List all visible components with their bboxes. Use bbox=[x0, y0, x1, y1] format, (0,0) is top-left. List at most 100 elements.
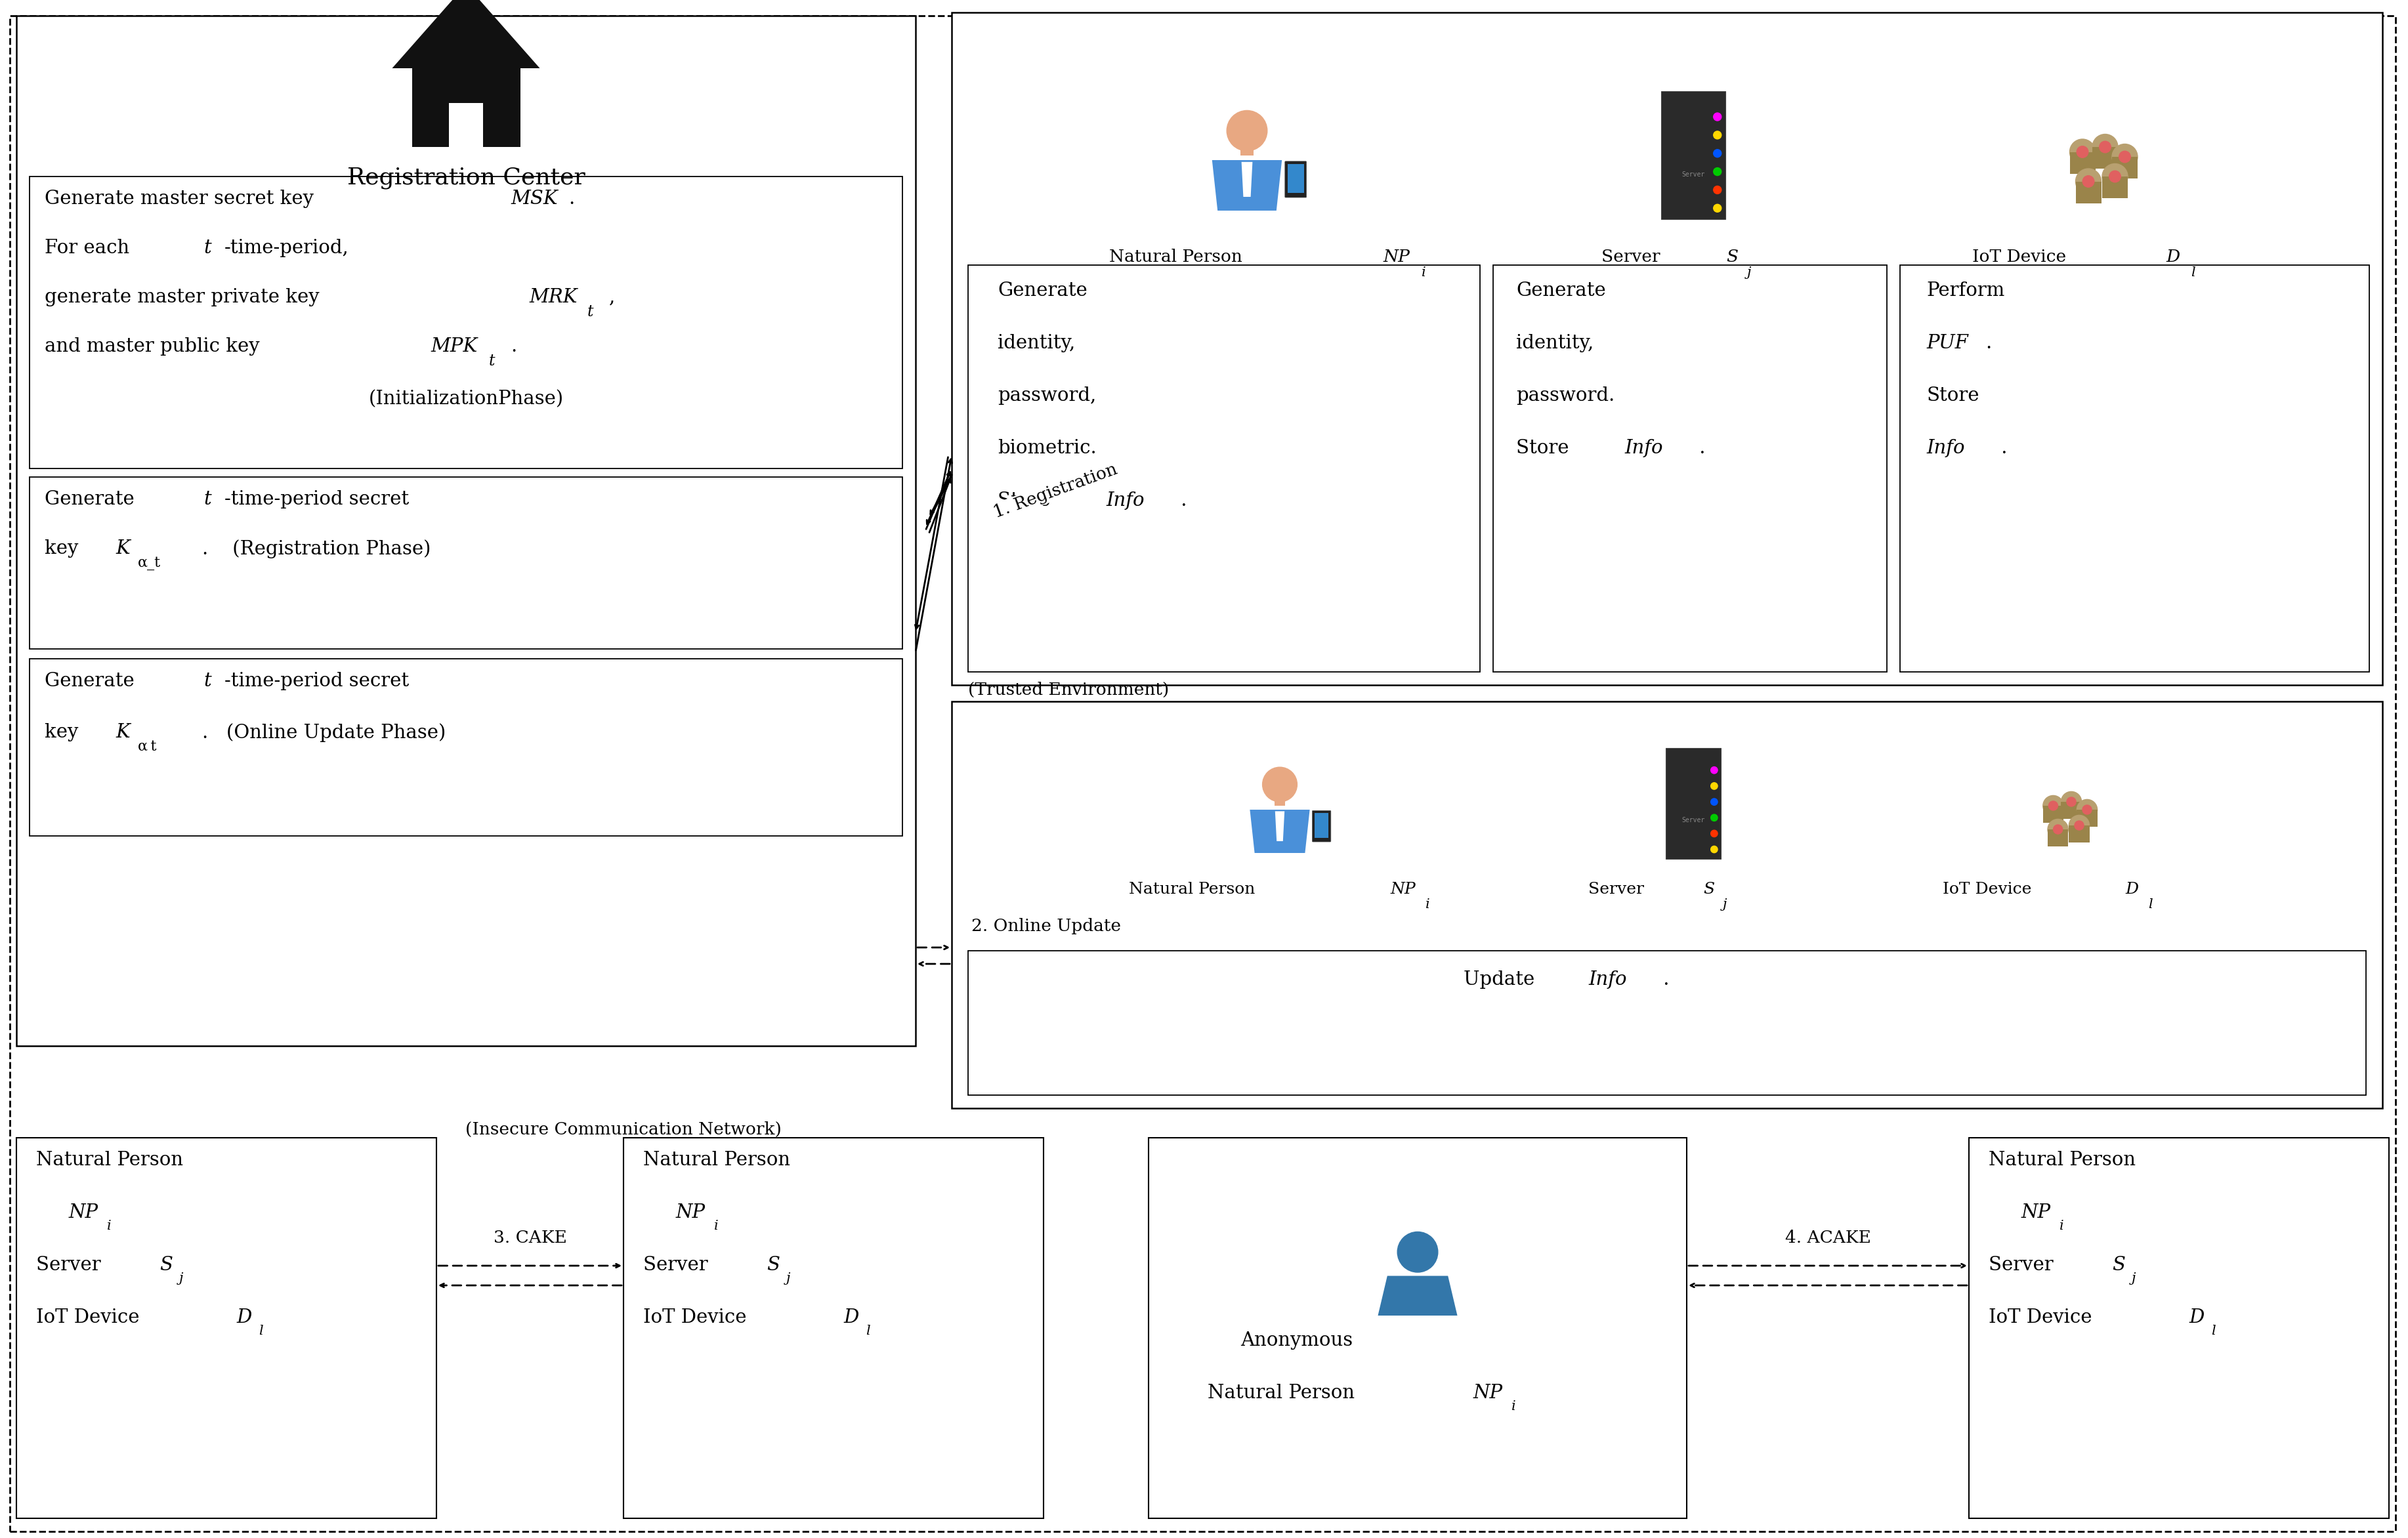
Text: -time-period secret: -time-period secret bbox=[224, 491, 409, 509]
Text: IoT Device: IoT Device bbox=[1989, 1309, 2097, 1327]
Text: D: D bbox=[2189, 1309, 2203, 1327]
Text: Natural Person: Natural Person bbox=[1110, 249, 1247, 265]
Circle shape bbox=[2061, 792, 2081, 812]
Circle shape bbox=[2112, 145, 2138, 169]
FancyBboxPatch shape bbox=[951, 12, 2382, 684]
Circle shape bbox=[1714, 205, 1722, 212]
FancyBboxPatch shape bbox=[2093, 148, 2119, 169]
Text: Server: Server bbox=[1681, 171, 1705, 178]
Text: PUF: PUF bbox=[1926, 334, 1967, 352]
Text: Natural Person: Natural Person bbox=[1129, 881, 1259, 897]
Circle shape bbox=[2076, 146, 2088, 158]
FancyBboxPatch shape bbox=[1288, 163, 1305, 194]
Text: i: i bbox=[2059, 1220, 2064, 1232]
Text: Server: Server bbox=[1601, 249, 1666, 265]
Circle shape bbox=[2068, 138, 2095, 165]
FancyBboxPatch shape bbox=[1240, 132, 1255, 155]
Text: Update: Update bbox=[1464, 970, 1541, 989]
Text: D: D bbox=[2126, 881, 2138, 897]
Text: Natural Person: Natural Person bbox=[36, 1150, 183, 1169]
Text: identity,: identity, bbox=[1517, 334, 1594, 352]
Text: Server: Server bbox=[1589, 881, 1649, 897]
Text: t: t bbox=[202, 238, 212, 257]
Text: t: t bbox=[489, 354, 496, 369]
Text: .: . bbox=[1693, 438, 1705, 457]
Text: For each: For each bbox=[46, 238, 135, 257]
FancyBboxPatch shape bbox=[1662, 91, 1724, 218]
FancyBboxPatch shape bbox=[2076, 809, 2097, 827]
Text: K: K bbox=[116, 723, 130, 741]
Polygon shape bbox=[1243, 161, 1252, 197]
Text: Natural Person: Natural Person bbox=[1206, 1384, 1361, 1403]
Text: NP: NP bbox=[1474, 1384, 1503, 1403]
FancyBboxPatch shape bbox=[2102, 177, 2129, 198]
Text: .: . bbox=[1984, 334, 1991, 352]
Text: MPK: MPK bbox=[431, 337, 477, 355]
Text: Store: Store bbox=[1926, 386, 1979, 404]
Text: Natural Person: Natural Person bbox=[1989, 1150, 2136, 1169]
Text: Natural Person: Natural Person bbox=[643, 1150, 790, 1169]
Circle shape bbox=[1714, 112, 1722, 120]
Text: biometric.: biometric. bbox=[997, 438, 1096, 457]
Text: IoT Device: IoT Device bbox=[1972, 249, 2071, 265]
Text: l: l bbox=[864, 1324, 869, 1337]
Text: S: S bbox=[1727, 249, 1739, 265]
Text: .   (Online Update Phase): . (Online Update Phase) bbox=[202, 723, 445, 741]
Circle shape bbox=[2083, 804, 2093, 814]
FancyBboxPatch shape bbox=[2068, 152, 2095, 174]
Circle shape bbox=[2102, 163, 2129, 189]
Text: NP: NP bbox=[1389, 881, 1416, 897]
FancyBboxPatch shape bbox=[624, 1138, 1043, 1518]
Text: (Insecure Communication Network): (Insecure Communication Network) bbox=[465, 1121, 783, 1138]
Text: Store: Store bbox=[997, 492, 1057, 509]
Text: D: D bbox=[2165, 249, 2179, 265]
Circle shape bbox=[2076, 821, 2083, 831]
Circle shape bbox=[2109, 171, 2121, 183]
FancyBboxPatch shape bbox=[29, 477, 903, 649]
Circle shape bbox=[2054, 824, 2064, 834]
Circle shape bbox=[1714, 149, 1722, 157]
FancyBboxPatch shape bbox=[17, 1138, 436, 1518]
Text: -time-period,: -time-period, bbox=[224, 238, 349, 257]
Text: Server: Server bbox=[36, 1257, 106, 1273]
Text: D: D bbox=[843, 1309, 860, 1327]
FancyBboxPatch shape bbox=[10, 15, 2396, 1532]
FancyBboxPatch shape bbox=[1274, 786, 1286, 806]
Text: j: j bbox=[787, 1272, 790, 1284]
Text: l: l bbox=[2191, 266, 2196, 278]
Text: and master public key: and master public key bbox=[46, 337, 265, 355]
Text: identity,: identity, bbox=[997, 334, 1076, 352]
Polygon shape bbox=[393, 0, 539, 68]
FancyBboxPatch shape bbox=[29, 177, 903, 469]
Polygon shape bbox=[1276, 811, 1283, 841]
Circle shape bbox=[2076, 169, 2102, 194]
Circle shape bbox=[1226, 111, 1267, 151]
Text: Store: Store bbox=[1517, 438, 1575, 457]
FancyBboxPatch shape bbox=[951, 701, 2382, 1109]
Circle shape bbox=[2119, 151, 2131, 163]
Circle shape bbox=[2083, 175, 2095, 188]
Circle shape bbox=[2047, 820, 2068, 840]
Circle shape bbox=[2066, 797, 2076, 806]
Text: Generate: Generate bbox=[1517, 281, 1606, 300]
Circle shape bbox=[1714, 131, 1722, 138]
Text: j: j bbox=[2131, 1272, 2136, 1284]
Text: Info: Info bbox=[1926, 438, 1965, 457]
Text: key: key bbox=[46, 540, 84, 558]
Text: Generate: Generate bbox=[46, 491, 140, 509]
Circle shape bbox=[2093, 134, 2119, 160]
Text: NP: NP bbox=[677, 1203, 706, 1221]
Text: .: . bbox=[1996, 438, 2008, 457]
Text: i: i bbox=[1512, 1400, 1515, 1413]
Text: 1. Registration: 1. Registration bbox=[992, 461, 1120, 521]
FancyBboxPatch shape bbox=[2047, 829, 2068, 847]
Circle shape bbox=[2068, 815, 2090, 835]
Text: i: i bbox=[1426, 898, 1430, 910]
Text: t: t bbox=[202, 672, 212, 691]
Text: Server: Server bbox=[1681, 817, 1705, 823]
Text: Info: Info bbox=[1105, 492, 1144, 509]
Text: S: S bbox=[159, 1257, 173, 1273]
Text: ,: , bbox=[609, 288, 614, 306]
Circle shape bbox=[1710, 831, 1717, 837]
Text: j: j bbox=[178, 1272, 183, 1284]
